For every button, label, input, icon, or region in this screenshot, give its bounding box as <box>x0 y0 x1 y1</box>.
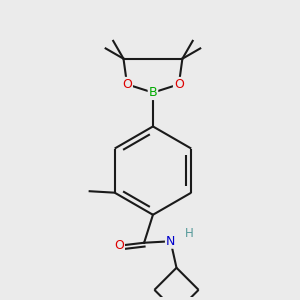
Text: B: B <box>148 86 157 99</box>
Text: O: O <box>122 78 132 91</box>
Text: H: H <box>184 227 193 240</box>
Text: O: O <box>174 78 184 91</box>
Text: O: O <box>114 239 124 252</box>
Text: N: N <box>166 235 175 248</box>
